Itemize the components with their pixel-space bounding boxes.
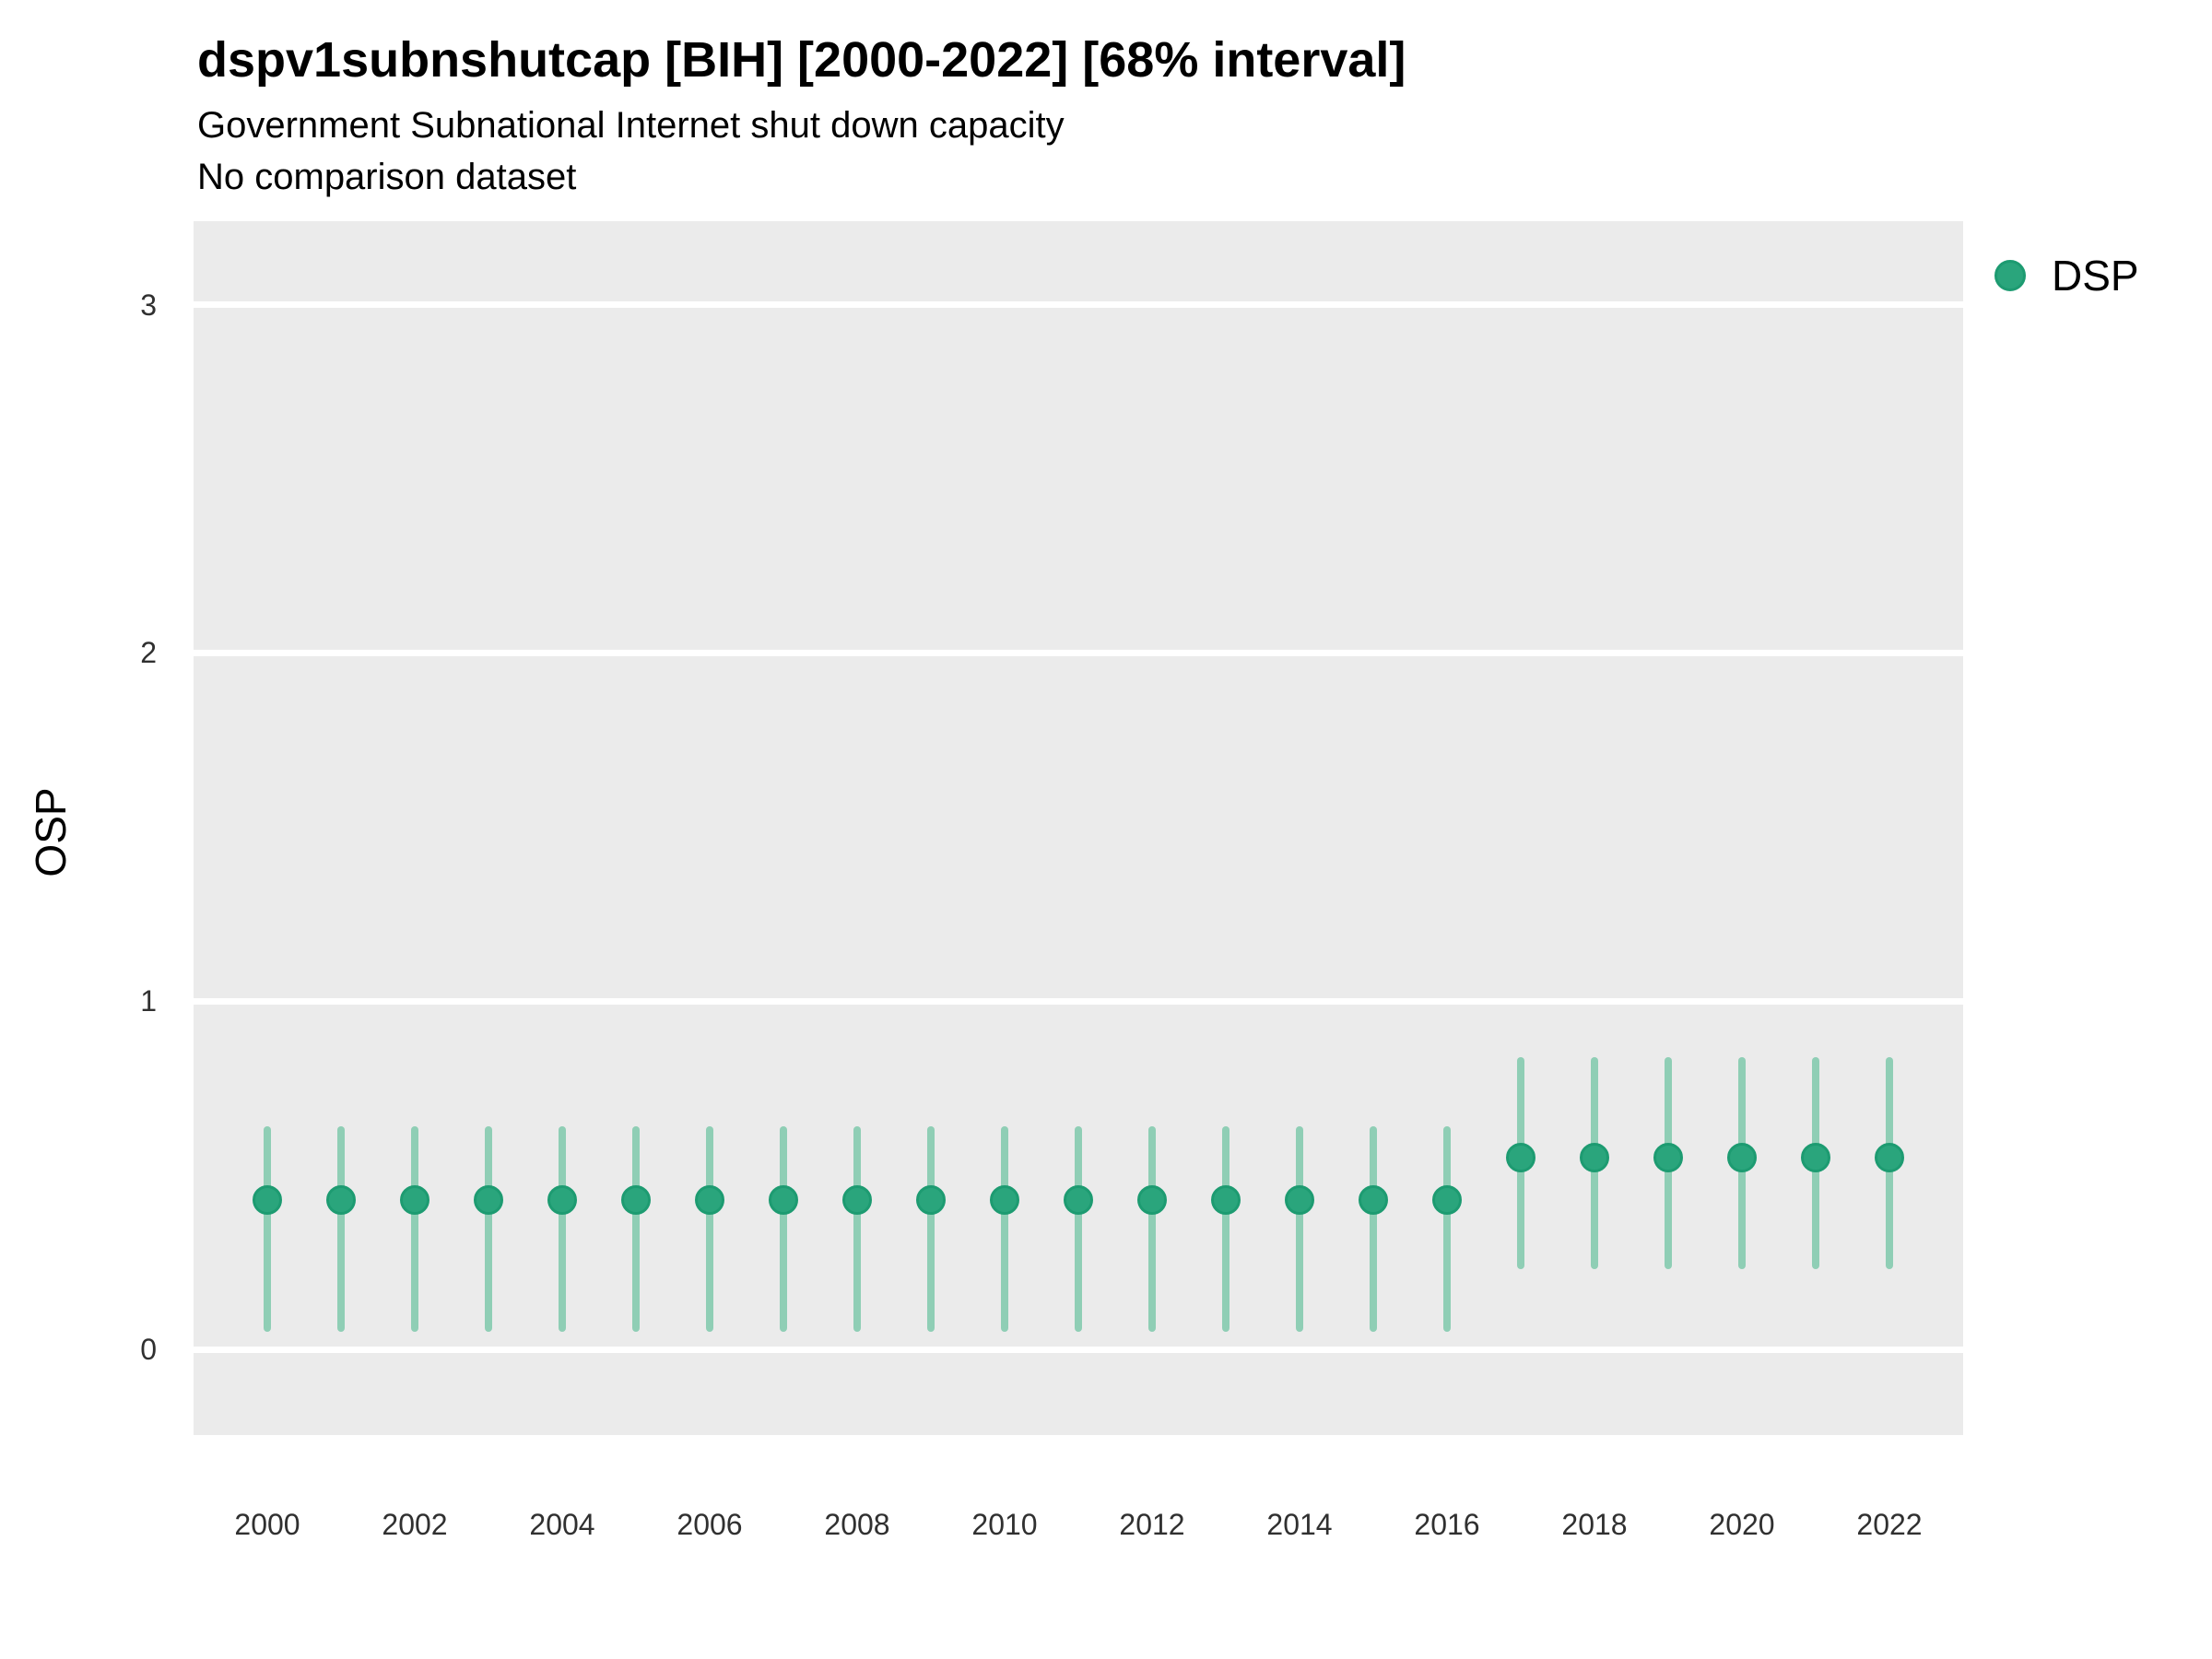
interval-bar-2013 xyxy=(1222,1126,1230,1333)
interval-bar-2001 xyxy=(337,1126,345,1333)
data-point-2010 xyxy=(990,1184,1019,1215)
gridline-y-0 xyxy=(194,1346,1963,1353)
data-point-2001 xyxy=(326,1184,356,1215)
data-point-2006 xyxy=(695,1184,724,1215)
data-point-2009 xyxy=(916,1184,946,1215)
x-tick-label-2010: 2010 xyxy=(971,1508,1038,1541)
data-point-2008 xyxy=(842,1184,872,1215)
interval-bar-2007 xyxy=(780,1126,787,1333)
chart-subtitle-line1: Government Subnational Internet shut dow… xyxy=(197,105,1065,146)
interval-bar-2009 xyxy=(927,1126,935,1333)
data-point-2000 xyxy=(253,1184,282,1215)
interval-bar-2002 xyxy=(411,1126,418,1333)
y-tick-label-0: 0 xyxy=(140,1333,157,1366)
x-tick-label-2018: 2018 xyxy=(1561,1508,1628,1541)
interval-bar-2010 xyxy=(1001,1126,1008,1333)
interval-bar-2016 xyxy=(1443,1126,1451,1333)
data-point-2017 xyxy=(1506,1143,1535,1173)
plot-panel xyxy=(194,221,1963,1435)
interval-bar-2005 xyxy=(632,1126,640,1333)
gridline-y-3 xyxy=(194,301,1963,309)
interval-bar-2006 xyxy=(706,1126,713,1333)
y-tick-label-2: 2 xyxy=(140,636,157,670)
data-point-2004 xyxy=(547,1184,577,1215)
interval-bar-2004 xyxy=(559,1126,566,1333)
y-tick-label-3: 3 xyxy=(140,288,157,322)
data-point-2018 xyxy=(1580,1143,1609,1173)
data-point-2021 xyxy=(1801,1143,1830,1173)
x-tick-label-2022: 2022 xyxy=(1856,1508,1923,1541)
interval-bar-2008 xyxy=(853,1126,861,1333)
interval-bar-2003 xyxy=(485,1126,492,1333)
interval-bar-2011 xyxy=(1075,1126,1082,1333)
interval-bar-2012 xyxy=(1148,1126,1156,1333)
data-point-2012 xyxy=(1137,1184,1167,1215)
x-tick-label-2000: 2000 xyxy=(234,1508,300,1541)
legend: DSP xyxy=(1994,252,2139,300)
data-point-2016 xyxy=(1432,1184,1462,1215)
data-point-2022 xyxy=(1875,1143,1904,1173)
x-tick-label-2020: 2020 xyxy=(1709,1508,1775,1541)
y-tick-label-1: 1 xyxy=(140,984,157,1018)
gridline-y-1 xyxy=(194,997,1963,1005)
data-point-2013 xyxy=(1211,1184,1241,1215)
chart-title: dspv1subnshutcap [BIH] [2000-2022] [68% … xyxy=(197,32,1406,88)
data-point-2007 xyxy=(769,1184,798,1215)
data-point-2005 xyxy=(621,1184,651,1215)
data-point-2019 xyxy=(1653,1143,1683,1173)
gridline-y-2 xyxy=(194,649,1963,656)
data-point-2011 xyxy=(1064,1184,1093,1215)
interval-bar-2014 xyxy=(1296,1126,1303,1333)
legend-marker-dsp-icon xyxy=(1994,260,2026,291)
x-tick-label-2014: 2014 xyxy=(1266,1508,1333,1541)
legend-label-dsp: DSP xyxy=(2052,252,2139,300)
x-tick-label-2008: 2008 xyxy=(824,1508,890,1541)
x-tick-label-2016: 2016 xyxy=(1414,1508,1480,1541)
x-tick-label-2004: 2004 xyxy=(529,1508,595,1541)
data-point-2014 xyxy=(1285,1184,1314,1215)
interval-bar-2015 xyxy=(1370,1126,1377,1333)
data-point-2002 xyxy=(400,1184,429,1215)
data-point-2003 xyxy=(474,1184,503,1215)
chart-subtitle-line2: No comparison dataset xyxy=(197,157,577,197)
x-tick-label-2002: 2002 xyxy=(382,1508,448,1541)
data-point-2020 xyxy=(1727,1143,1757,1173)
x-tick-label-2012: 2012 xyxy=(1119,1508,1185,1541)
interval-bar-2000 xyxy=(264,1126,271,1333)
data-point-2015 xyxy=(1359,1184,1388,1215)
y-axis-title: OSP xyxy=(27,787,75,877)
x-tick-label-2006: 2006 xyxy=(677,1508,743,1541)
